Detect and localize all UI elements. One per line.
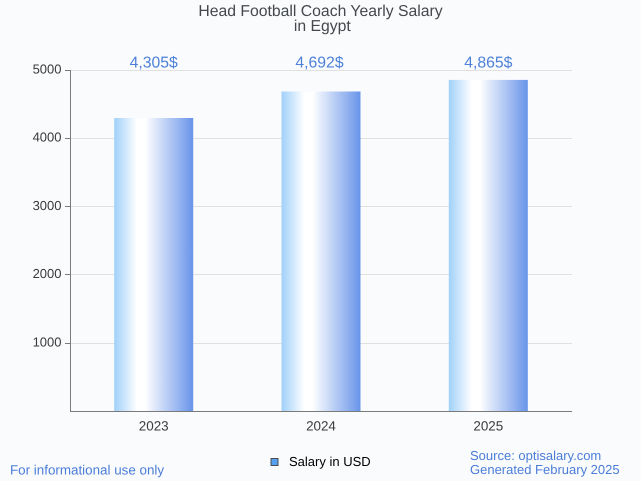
svg-text:4,692$: 4,692$ — [295, 55, 343, 72]
svg-text:in Egypt: in Egypt — [294, 18, 352, 35]
svg-text:2000: 2000 — [33, 266, 62, 281]
svg-text:4,305$: 4,305$ — [130, 55, 178, 72]
svg-text:4000: 4000 — [33, 130, 62, 145]
svg-text:For informational use only: For informational use only — [10, 463, 164, 478]
svg-text:Generated February 2025: Generated February 2025 — [470, 462, 620, 477]
svg-text:3000: 3000 — [33, 198, 62, 213]
svg-text:Source: optisalary.com: Source: optisalary.com — [470, 448, 601, 463]
svg-text:2023: 2023 — [139, 418, 169, 433]
svg-text:Salary in USD: Salary in USD — [289, 454, 371, 469]
svg-text:5000: 5000 — [33, 62, 62, 77]
svg-text:Head Football Coach Yearly Sal: Head Football Coach Yearly Salary — [198, 3, 442, 20]
svg-text:1000: 1000 — [33, 334, 62, 349]
svg-text:2024: 2024 — [306, 418, 336, 433]
svg-text:4,865$: 4,865$ — [464, 55, 512, 72]
svg-text:2025: 2025 — [473, 418, 503, 433]
